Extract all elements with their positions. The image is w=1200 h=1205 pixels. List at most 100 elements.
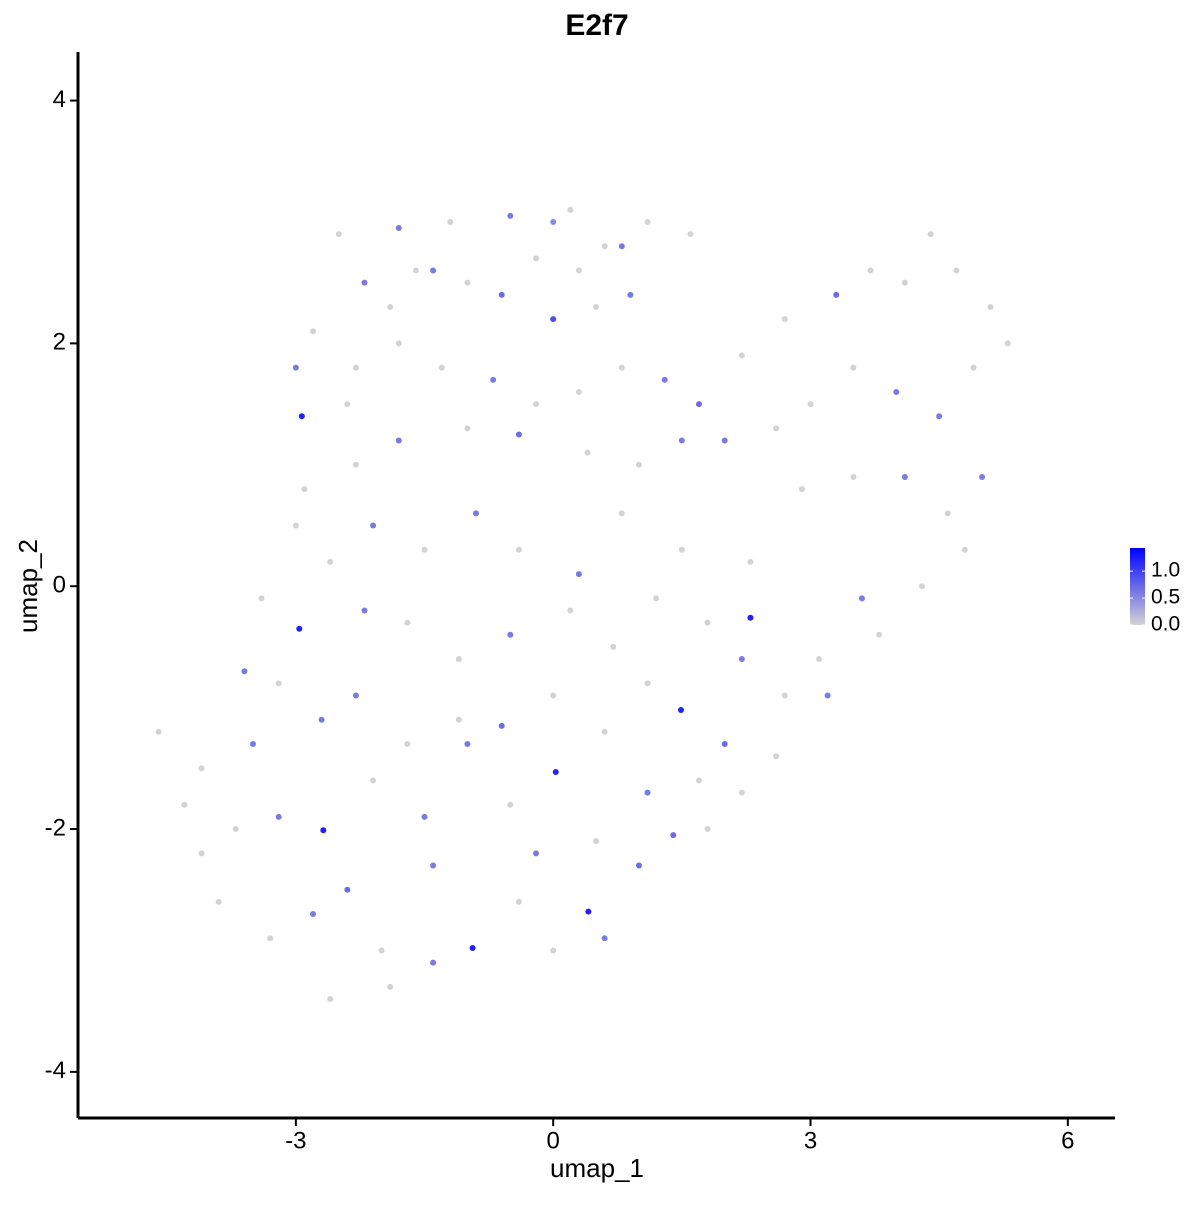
cell-point — [893, 388, 900, 395]
cell-point — [678, 546, 685, 553]
cell-point — [901, 279, 908, 286]
cell-point — [567, 607, 574, 614]
cell-point — [438, 364, 445, 371]
cell-point — [275, 813, 282, 820]
cell-point — [215, 898, 222, 905]
cell-point — [747, 614, 754, 621]
cell-point — [670, 832, 677, 839]
cell-point — [421, 546, 428, 553]
cell-point — [490, 376, 497, 383]
cell-point — [695, 777, 702, 784]
cell-point — [695, 401, 702, 408]
cell-point — [301, 486, 308, 493]
cell-point — [370, 522, 377, 529]
cell-point — [747, 558, 754, 565]
cell-point — [919, 583, 926, 590]
cell-point — [979, 473, 986, 480]
cell-point — [267, 935, 274, 942]
cell-point — [858, 595, 865, 602]
cell-point — [412, 267, 419, 274]
cell-point — [404, 741, 411, 748]
x-axis-label: umap_1 — [550, 1153, 644, 1183]
y-tick-label: 0 — [53, 572, 66, 599]
cell-point — [533, 850, 540, 857]
cell-point — [661, 376, 668, 383]
cell-point — [498, 291, 505, 298]
cell-point — [507, 631, 514, 638]
cell-point — [241, 668, 248, 675]
cell-point — [275, 680, 282, 687]
cell-point — [618, 364, 625, 371]
cell-point — [507, 801, 514, 808]
cell-point — [601, 935, 608, 942]
cell-point — [387, 303, 394, 310]
cell-point — [738, 352, 745, 359]
cell-point — [298, 413, 305, 420]
cell-point — [824, 692, 831, 699]
cell-point — [798, 486, 805, 493]
cell-point — [455, 716, 462, 723]
cell-point — [601, 243, 608, 250]
cell-point — [738, 656, 745, 663]
cell-point — [507, 212, 514, 219]
cell-point — [901, 473, 908, 480]
cell-point — [618, 243, 625, 250]
cell-point — [738, 789, 745, 796]
cell-point — [593, 303, 600, 310]
cell-point — [635, 862, 642, 869]
cell-point — [498, 722, 505, 729]
cell-point — [927, 231, 934, 238]
cell-point — [618, 510, 625, 517]
y-tick-label: -4 — [45, 1057, 66, 1084]
cell-point — [515, 546, 522, 553]
cell-point — [387, 983, 394, 990]
cell-point — [430, 267, 437, 274]
cell-point — [344, 886, 351, 893]
cell-point — [249, 741, 256, 748]
cell-point — [635, 461, 642, 468]
cell-point — [627, 291, 634, 298]
cell-point — [533, 255, 540, 262]
cell-point — [198, 765, 205, 772]
cell-point — [850, 364, 857, 371]
cell-point — [533, 401, 540, 408]
cell-point — [953, 267, 960, 274]
cell-point — [464, 425, 471, 432]
cell-point — [352, 461, 359, 468]
cell-point — [310, 328, 317, 335]
cell-point — [644, 680, 651, 687]
y-tick-label: -2 — [45, 814, 66, 841]
cell-point — [335, 231, 342, 238]
cell-point — [296, 625, 303, 632]
cell-point — [585, 908, 592, 915]
cell-point — [430, 862, 437, 869]
cell-point — [575, 571, 582, 578]
chart-title: E2f7 — [565, 9, 628, 42]
cell-point — [155, 728, 162, 735]
y-axis-label: umap_2 — [13, 539, 43, 633]
cell-point — [361, 279, 368, 286]
cell-point — [327, 558, 334, 565]
cell-point — [687, 231, 694, 238]
cell-point — [181, 801, 188, 808]
cell-point — [593, 838, 600, 845]
cell-point — [721, 437, 728, 444]
cell-point — [567, 206, 574, 213]
x-tick-label: 0 — [547, 1127, 560, 1154]
x-tick-label: -3 — [285, 1127, 306, 1154]
cell-point — [704, 619, 711, 626]
cell-point — [361, 607, 368, 614]
cell-point — [395, 225, 402, 232]
cell-point — [395, 437, 402, 444]
cell-point — [292, 522, 299, 529]
cell-point — [318, 716, 325, 723]
cell-point — [644, 789, 651, 796]
cell-point — [464, 741, 471, 748]
cell-point — [987, 303, 994, 310]
cell-point — [515, 898, 522, 905]
color-tick-label: 0.5 — [1151, 586, 1180, 609]
color-bar — [1130, 548, 1145, 625]
y-tick-label: 4 — [53, 86, 66, 113]
cell-point — [773, 753, 780, 760]
